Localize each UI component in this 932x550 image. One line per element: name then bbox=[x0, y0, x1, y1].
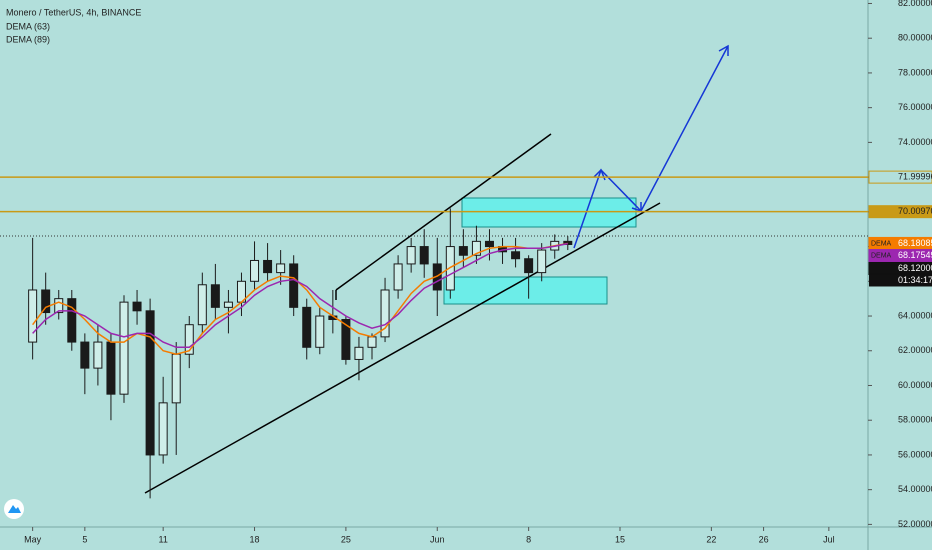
price-tag bbox=[868, 249, 932, 263]
candle-body bbox=[302, 306, 312, 348]
x-tick-label: 26 bbox=[759, 534, 769, 544]
y-tick-label: 80.00000 bbox=[898, 33, 932, 43]
candle-body bbox=[106, 341, 116, 395]
candle-body bbox=[563, 240, 573, 245]
chart-title: Monero / TetherUS, 4h, BINANCE bbox=[6, 7, 141, 17]
y-tick-label: 74.00000 bbox=[898, 137, 932, 147]
zone-box bbox=[461, 197, 637, 228]
candle-body bbox=[380, 289, 390, 338]
candle-body bbox=[145, 310, 155, 456]
candle-body bbox=[80, 341, 90, 369]
candle-body bbox=[289, 263, 299, 308]
candle-body bbox=[197, 284, 207, 326]
price-tag-label: 71.99996 bbox=[898, 171, 932, 181]
price-tag-label: 70.00970 bbox=[898, 206, 932, 216]
price-tag bbox=[868, 205, 932, 219]
candle-body bbox=[537, 249, 547, 274]
projection-arrow bbox=[573, 45, 729, 249]
price-tag bbox=[868, 170, 932, 184]
drawings bbox=[0, 44, 868, 499]
y-tick-label: 56.00000 bbox=[898, 449, 932, 459]
x-tick-label: 25 bbox=[341, 534, 351, 544]
y-tick-label: 76.00000 bbox=[898, 102, 932, 112]
x-tick-label: 8 bbox=[526, 534, 531, 544]
x-tick-label: Jun bbox=[430, 534, 445, 544]
x-tick-label: Jul bbox=[823, 534, 835, 544]
price-tag-label: 68.17549 bbox=[898, 250, 932, 260]
candle-body bbox=[67, 298, 77, 343]
candle-body bbox=[524, 258, 534, 274]
y-tick-label: 78.00000 bbox=[898, 67, 932, 77]
candle-body bbox=[393, 263, 403, 291]
candle-body bbox=[119, 301, 129, 395]
indicator-line bbox=[32, 242, 568, 356]
candle-body bbox=[132, 301, 142, 312]
candle-body bbox=[210, 284, 220, 308]
candle-body bbox=[341, 318, 351, 360]
candle-body bbox=[315, 315, 325, 348]
candle-body bbox=[93, 341, 103, 369]
y-tick-label: 60.00000 bbox=[898, 380, 932, 390]
candle-body bbox=[171, 353, 181, 404]
price-tag-prefix: DEMA bbox=[871, 252, 892, 259]
legend-entry: DEMA (63) bbox=[6, 21, 50, 31]
price-tag-label: 68.12000 bbox=[898, 263, 932, 273]
candle-body bbox=[263, 259, 273, 274]
y-tick-label: 58.00000 bbox=[898, 415, 932, 425]
x-tick-label: 15 bbox=[615, 534, 625, 544]
candle-body bbox=[158, 402, 168, 456]
zone-box bbox=[443, 276, 608, 305]
logo-icon bbox=[8, 505, 21, 513]
candle-body bbox=[276, 263, 286, 274]
y-tick-label: 52.00000 bbox=[898, 519, 932, 529]
candle-body bbox=[354, 346, 364, 360]
y-tick-label: 54.00000 bbox=[898, 484, 932, 494]
candle-body bbox=[406, 246, 416, 265]
candle-body bbox=[28, 289, 38, 343]
legend-entry: DEMA (89) bbox=[6, 34, 50, 44]
x-tick-label: 11 bbox=[158, 534, 167, 544]
candle-body bbox=[250, 259, 260, 282]
candle-body bbox=[223, 301, 233, 308]
countdown: 01:34:17 bbox=[898, 275, 932, 285]
candle-body bbox=[419, 246, 429, 265]
candle-body bbox=[458, 246, 468, 256]
y-tick-label: 82.00000 bbox=[898, 0, 932, 8]
countdown-tag bbox=[869, 274, 932, 287]
indicator-line bbox=[32, 242, 568, 349]
x-tick-label: 18 bbox=[250, 534, 260, 544]
price-tag-prefix: DEMA bbox=[871, 240, 892, 247]
candle-body bbox=[484, 240, 494, 248]
y-tick-label: 62.00000 bbox=[898, 345, 932, 355]
candle-body bbox=[54, 298, 64, 314]
candle-body bbox=[184, 324, 194, 355]
x-tick-label: May bbox=[24, 534, 42, 544]
candle-body bbox=[367, 336, 377, 348]
candle-body bbox=[471, 240, 481, 256]
arrow-head bbox=[718, 44, 729, 56]
y-tick-label: 64.00000 bbox=[898, 310, 932, 320]
candle-body bbox=[511, 251, 521, 260]
price-tag-label: 68.18085 bbox=[898, 238, 932, 248]
x-tick-label: 22 bbox=[706, 534, 716, 544]
candle-body bbox=[41, 289, 51, 314]
trend-line bbox=[144, 202, 661, 494]
x-tick-label: 5 bbox=[82, 534, 87, 544]
